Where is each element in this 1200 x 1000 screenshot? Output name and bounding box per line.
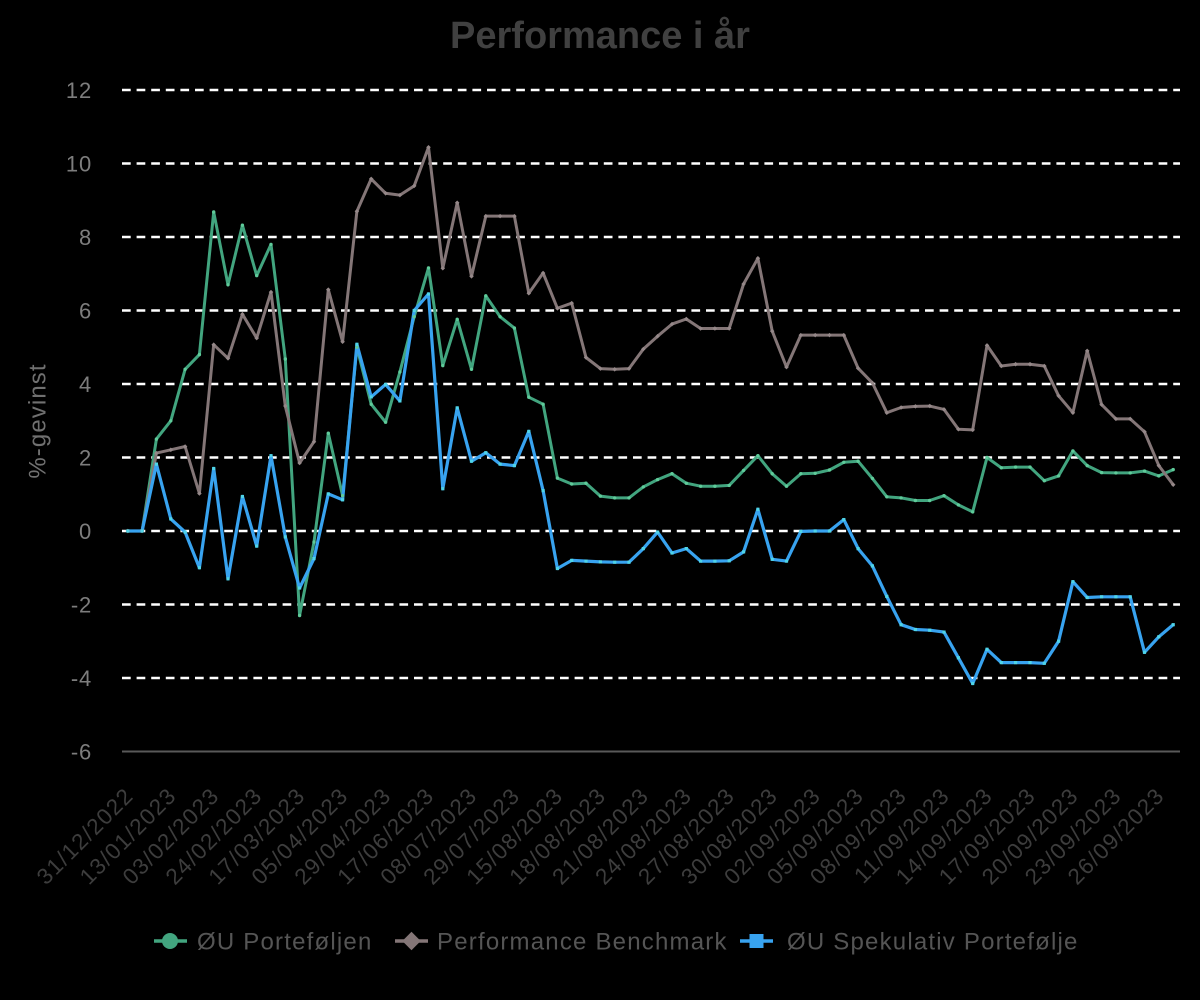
svg-text:Performance Benchmark: Performance Benchmark <box>437 929 728 956</box>
svg-text:-2: -2 <box>71 593 92 618</box>
svg-text:0: 0 <box>79 519 92 544</box>
svg-text:ØU Spekulativ Portefølje: ØU Spekulativ Portefølje <box>787 929 1079 956</box>
svg-text:-6: -6 <box>71 740 92 765</box>
svg-text:8: 8 <box>79 225 92 250</box>
svg-text:Performance i år: Performance i år <box>450 15 750 57</box>
svg-text:2: 2 <box>79 446 92 471</box>
svg-text:10: 10 <box>66 152 92 177</box>
svg-text:6: 6 <box>79 299 92 324</box>
svg-text:-4: -4 <box>71 666 92 691</box>
svg-text:ØU Porteføljen: ØU Porteføljen <box>197 929 373 956</box>
svg-text:%-gevinst: %-gevinst <box>25 363 52 478</box>
svg-text:4: 4 <box>79 372 92 397</box>
svg-text:12: 12 <box>66 78 92 103</box>
